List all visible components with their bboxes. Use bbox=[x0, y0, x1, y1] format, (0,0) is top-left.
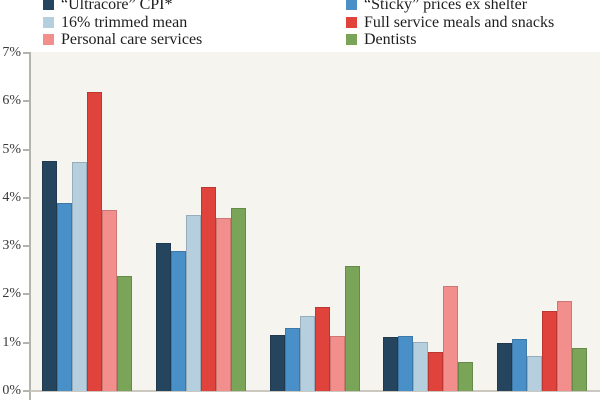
bar bbox=[87, 91, 102, 391]
bar bbox=[329, 336, 345, 391]
y-axis-tick bbox=[23, 196, 29, 199]
bar bbox=[42, 160, 57, 391]
legend-column-right: “Sticky” prices ex shelter Full service … bbox=[346, 0, 554, 49]
legend-item-sticky-prices: “Sticky” prices ex shelter bbox=[346, 0, 554, 14]
legend-swatch-icon bbox=[346, 16, 357, 28]
y-axis-tick-label: 6% bbox=[2, 93, 21, 109]
bar bbox=[185, 215, 201, 391]
bar bbox=[314, 306, 330, 391]
bar bbox=[428, 351, 444, 391]
y-axis-tick bbox=[23, 390, 29, 392]
y-axis-tick bbox=[23, 148, 29, 151]
y-axis-tick-label: 5% bbox=[2, 141, 21, 157]
legend-item-label: “Ultracore” CPI* bbox=[61, 0, 173, 13]
y-axis-tick-label: 0% bbox=[2, 383, 21, 398]
legend-item-trimmed-mean: 16% trimmed mean bbox=[43, 14, 202, 32]
bar bbox=[117, 275, 132, 391]
bar bbox=[72, 162, 87, 391]
legend-item-label: Personal care services bbox=[61, 31, 203, 48]
bar bbox=[200, 186, 216, 391]
legend-item-label: Full service meals and snacks bbox=[364, 13, 555, 31]
bar bbox=[57, 202, 72, 391]
bar bbox=[557, 300, 572, 391]
bar bbox=[527, 355, 542, 391]
legend-item-label: 16% trimmed mean bbox=[61, 13, 188, 31]
bar bbox=[497, 343, 512, 391]
bar bbox=[102, 210, 117, 391]
y-axis-line bbox=[29, 52, 31, 400]
y-axis-tick bbox=[23, 293, 29, 296]
bar bbox=[215, 218, 231, 391]
y-axis-tick-label: 2% bbox=[2, 286, 21, 302]
legend-item-full-service-meals: Full service meals and snacks bbox=[346, 14, 554, 32]
y-axis-tick bbox=[23, 245, 29, 248]
legend-swatch-icon bbox=[43, 34, 54, 46]
y-axis-tick-label: 3% bbox=[2, 238, 21, 254]
legend-swatch-icon bbox=[43, 16, 54, 28]
bar bbox=[512, 339, 527, 391]
legend-item-label: “Sticky” prices ex shelter bbox=[364, 0, 528, 13]
bar bbox=[443, 285, 459, 391]
legend-item-ultracore-cpi: “Ultracore” CPI* bbox=[43, 0, 202, 14]
y-axis-tick bbox=[23, 52, 29, 54]
bar bbox=[458, 361, 474, 391]
plot-area bbox=[30, 52, 600, 391]
legend-swatch-icon bbox=[43, 0, 54, 11]
bar bbox=[383, 336, 399, 391]
y-axis-tick-label: 7% bbox=[2, 45, 21, 60]
y-axis-tick bbox=[23, 341, 29, 344]
bar bbox=[230, 208, 246, 391]
y-axis-tick bbox=[23, 100, 29, 103]
legend-item-dentists: Dentists bbox=[346, 31, 554, 49]
bar bbox=[398, 335, 414, 391]
bar bbox=[413, 342, 429, 391]
bar bbox=[344, 266, 360, 391]
bar bbox=[170, 250, 186, 391]
bar bbox=[284, 327, 300, 391]
bar bbox=[299, 316, 315, 391]
legend-column-left: “Ultracore” CPI* 16% trimmed mean Person… bbox=[43, 0, 202, 49]
bar bbox=[542, 310, 557, 391]
legend-swatch-icon bbox=[346, 34, 357, 46]
y-axis-tick-label: 1% bbox=[2, 334, 21, 350]
bar bbox=[155, 242, 171, 391]
x-axis-baseline bbox=[30, 390, 600, 392]
legend-item-label: Dentists bbox=[364, 31, 417, 48]
legend-swatch-icon bbox=[346, 0, 357, 11]
bar bbox=[269, 335, 285, 391]
legend-item-personal-care: Personal care services bbox=[43, 31, 202, 49]
y-axis-tick-label: 4% bbox=[2, 189, 21, 205]
bar bbox=[572, 348, 587, 391]
